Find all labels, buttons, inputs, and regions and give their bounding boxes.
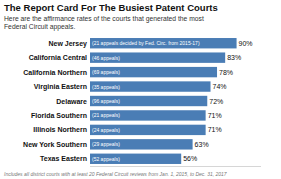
data-label: 78% [219, 69, 233, 76]
category-label: California Central [29, 54, 87, 61]
bar-annotation: (21 appeals) [92, 112, 120, 118]
footnote: Includes all district courts with at lea… [4, 171, 227, 177]
subtitle: Here are the affirmance rates of the cou… [4, 15, 204, 31]
bar [90, 125, 206, 135]
bar [90, 52, 225, 62]
data-label: 72% [209, 98, 223, 105]
bar-annotation: (46 appeals) [92, 55, 120, 61]
category-label: Delaware [56, 98, 87, 105]
bar [90, 67, 217, 77]
bar [90, 139, 193, 149]
category-label: New Jersey [48, 40, 87, 48]
category-label: Florida Southern [31, 112, 87, 119]
data-label: 63% [195, 141, 209, 148]
x-axis-line [90, 166, 261, 167]
data-label: 71% [208, 112, 222, 119]
bar-annotation: (69 appeals) [92, 69, 120, 75]
bar [90, 154, 181, 164]
bar-annotation: (21 appeals decided by Fed. Circ. from 2… [92, 40, 200, 46]
category-label: New York Southern [23, 141, 87, 148]
bar-annotation: (24 appeals) [92, 127, 120, 133]
category-label: California Northern [23, 69, 87, 76]
category-label: Virginia Eastern [34, 83, 87, 91]
category-label: Illinois Northern [33, 126, 87, 133]
bar [90, 38, 237, 48]
bar [90, 81, 211, 91]
bar-annotation: (52 appeals) [92, 156, 120, 162]
data-label: 90% [239, 40, 253, 47]
labels: New Jersey (21 appeals decided by Fed. Ci… [23, 40, 253, 163]
data-label: 56% [183, 155, 197, 162]
bar-annotation: (96 appeals) [92, 98, 120, 104]
bar-annotation: (35 appeals) [92, 84, 120, 90]
bar-annotation: (29 appeals) [92, 141, 120, 147]
bars [90, 38, 237, 164]
bar [90, 110, 206, 120]
bar [90, 96, 207, 106]
title: The Report Card For The Busiest Patent C… [4, 2, 218, 13]
data-label: 74% [213, 83, 227, 90]
data-label: 83% [227, 54, 241, 61]
subtitle-line: Federal Circuit appeals. [4, 23, 75, 31]
data-label: 71% [208, 126, 222, 133]
subtitle-line: Here are the affirmance rates of the cou… [4, 15, 204, 23]
category-label: Texas Eastern [40, 155, 87, 162]
